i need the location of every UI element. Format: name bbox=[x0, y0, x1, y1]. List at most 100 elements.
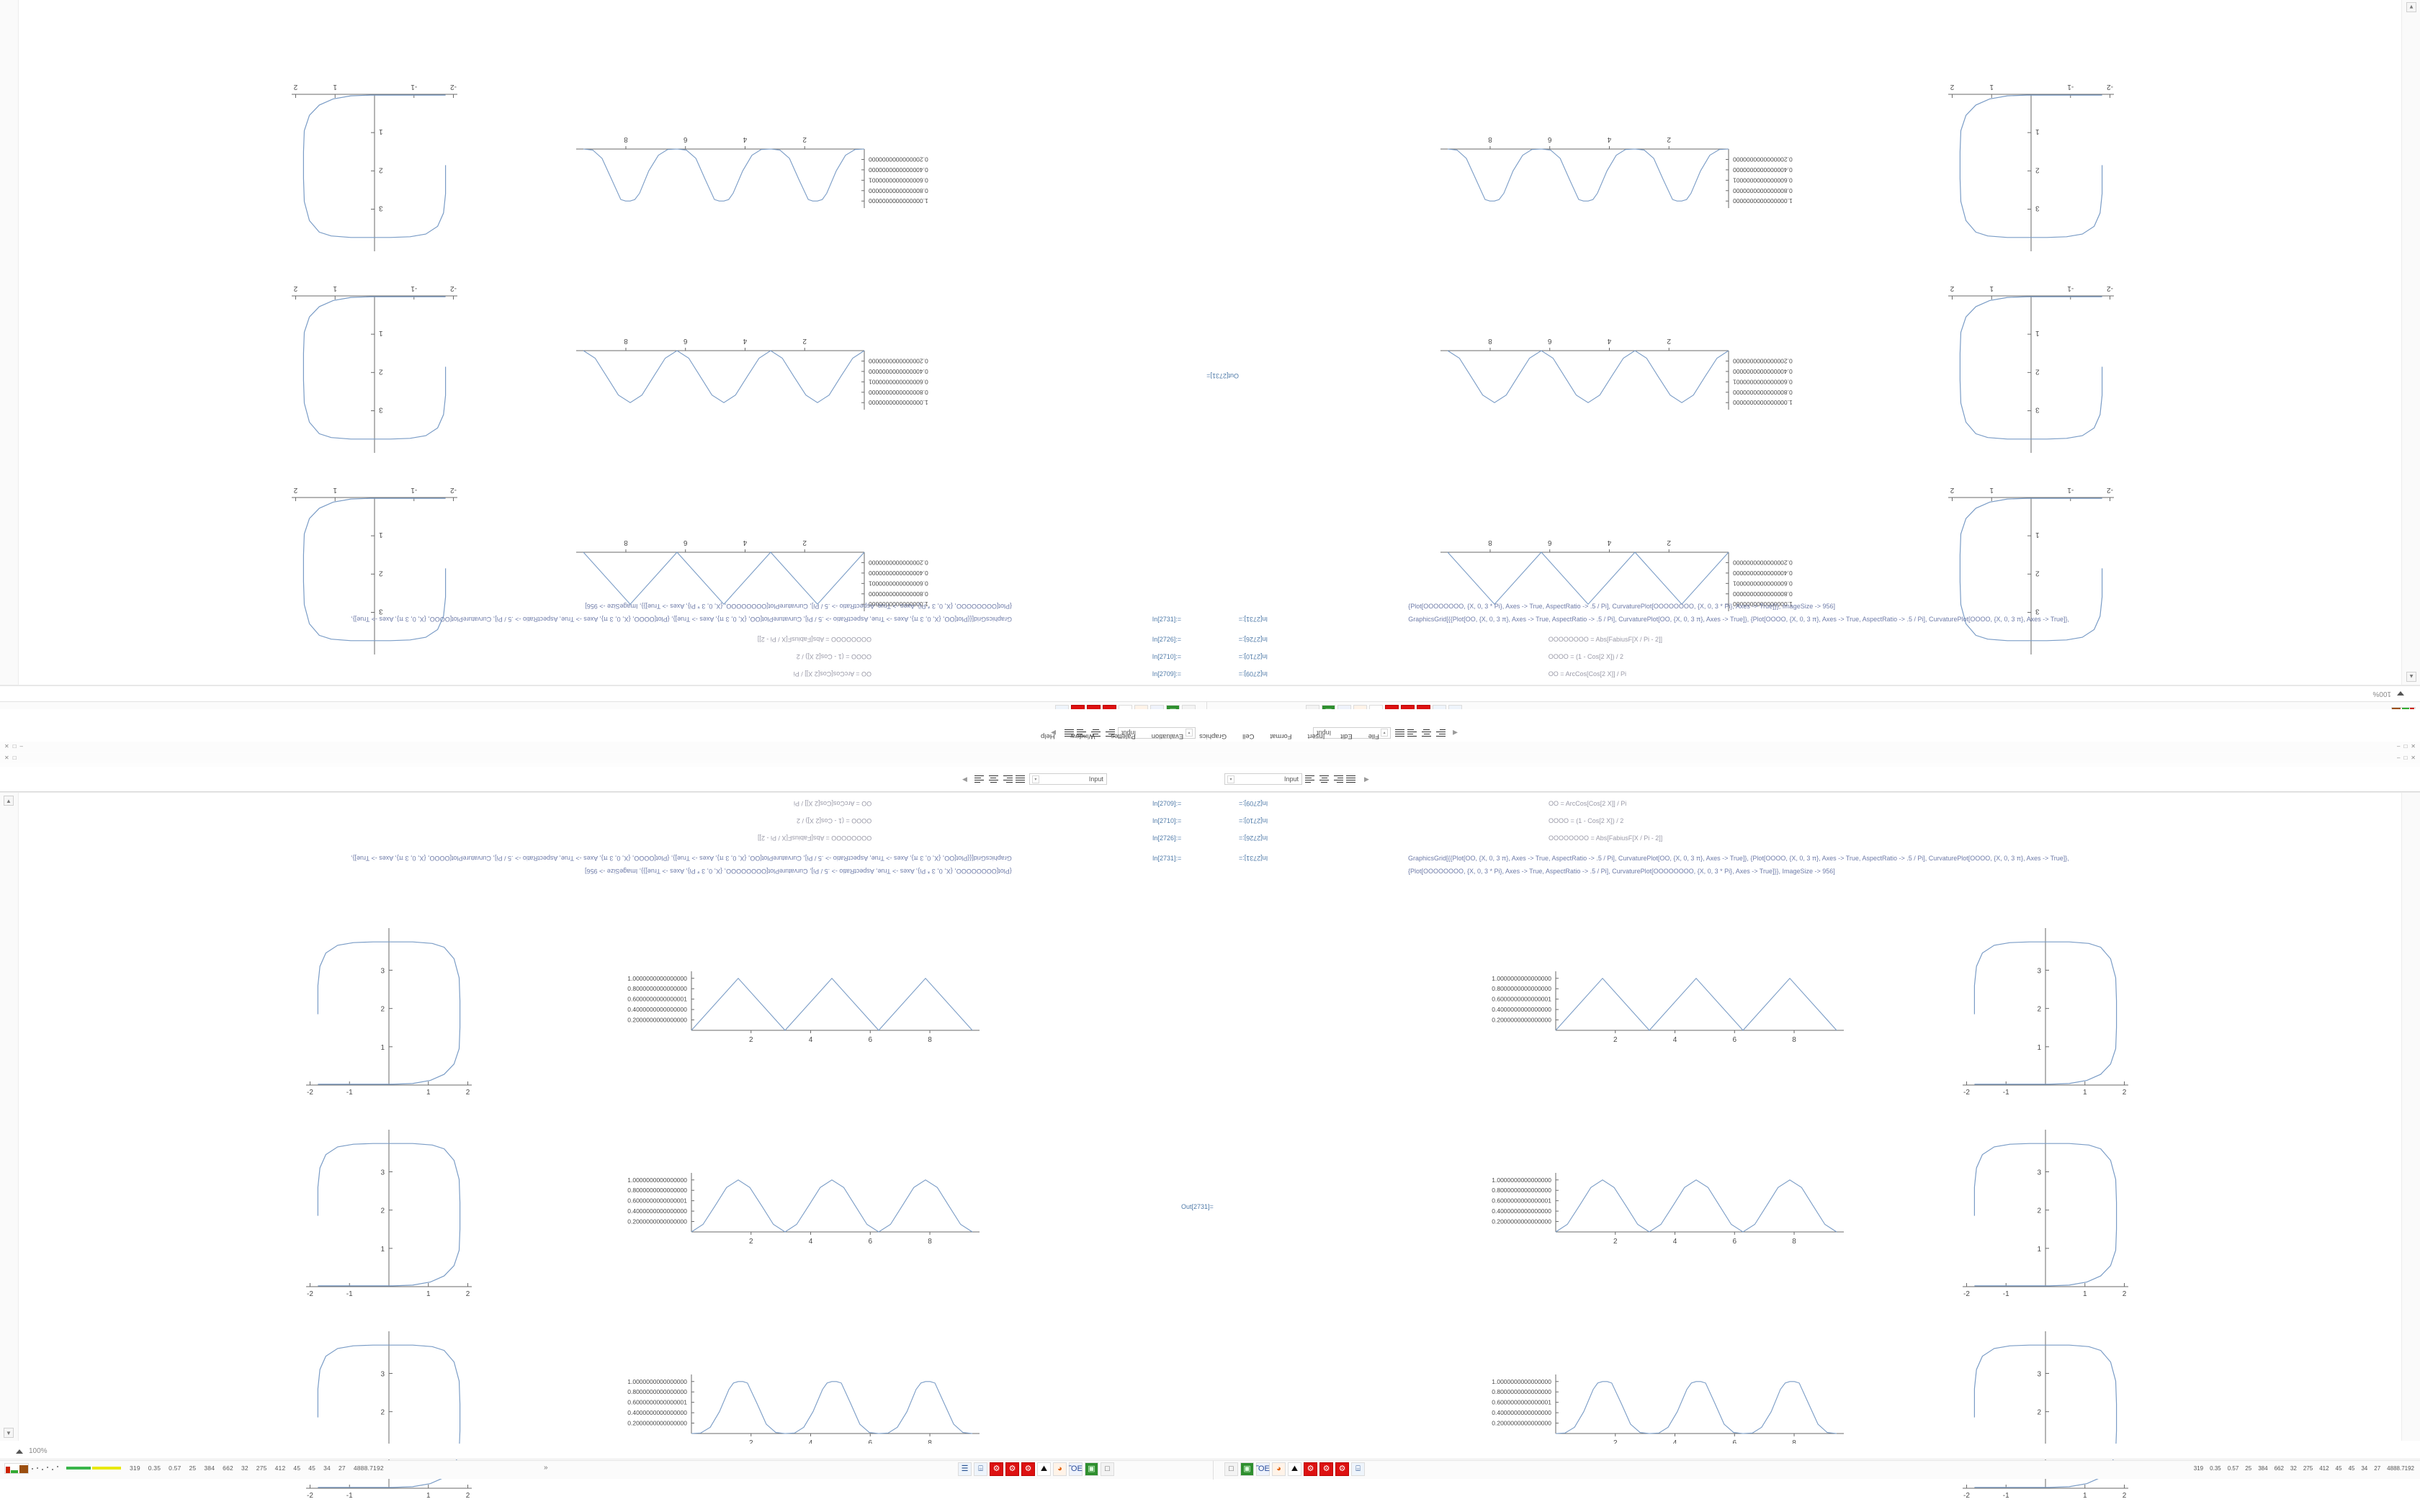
floppy-save-icon[interactable]: ὋE bbox=[1069, 1462, 1083, 1476]
triangle-up-icon-bottom[interactable] bbox=[16, 1449, 23, 1454]
curvature-plot-right-2[interactable]: -2 -1 1 2 1 2 3 bbox=[274, 70, 490, 264]
settings-gear-icon-1[interactable]: ⚙ bbox=[990, 1462, 1003, 1476]
disk-drive-icon[interactable]: ▣ bbox=[1085, 1462, 1098, 1476]
menu-item-graphics[interactable]: Graphics bbox=[1199, 732, 1227, 741]
code-line-2[interactable]: OOOOOOOO = Abs[FabiusF[X / Pi - 2]] bbox=[1549, 834, 1663, 842]
settings-gear-icon-1[interactable]: ⚙ bbox=[1335, 1462, 1349, 1476]
code-line-4[interactable]: {Plot[OOOOOOOO, {X, 0, 3 * Pi}, Axes -> … bbox=[1408, 868, 1835, 875]
curvature-plot-left-2[interactable]: -2 -1 1 2 1 2 3 bbox=[274, 1318, 490, 1512]
maximize-icon-r[interactable]: □ bbox=[2403, 755, 2408, 761]
function-plot-b-0[interactable]: 2 4 6 8 1.0000000000000000 0.8000000000000… bbox=[1469, 966, 1844, 1052]
chevron-up-icon-bottom[interactable]: » bbox=[544, 1464, 548, 1472]
window-controls-right-mirror[interactable]: – □ ✕ bbox=[2397, 743, 2416, 750]
curvature-plot-left-1[interactable]: -2 -1 1 2 1 2 3 bbox=[1930, 271, 2146, 466]
align-left-button[interactable] bbox=[974, 774, 985, 785]
caret-down-icon-2[interactable]: ▾ bbox=[1227, 775, 1234, 783]
window-controls-left-mirror[interactable]: ✕ □ – bbox=[4, 743, 23, 750]
menu-item-format[interactable]: Format bbox=[1270, 732, 1292, 741]
maximize-icon-r-mirror[interactable]: □ bbox=[2403, 743, 2408, 750]
mountain-photo-icon[interactable]: ⛰ bbox=[1037, 1462, 1051, 1476]
settings-gear-icon-3[interactable]: ⚙ bbox=[1304, 1462, 1317, 1476]
function-plot-a-0[interactable]: 2 4 6 8 1.0000000000000000 0.8000000000000… bbox=[1440, 531, 1815, 617]
firefox-icon[interactable]: ◕ bbox=[1272, 1462, 1286, 1476]
code-line-mirror-4[interactable]: {Plot[OOOOOOOO, {X, 0, 3 * Pi}, Axes -> … bbox=[585, 868, 1012, 875]
close-icon[interactable]: ✕ bbox=[4, 755, 9, 761]
function-plot-b-0[interactable]: 2 4 6 8 1.0000000000000000 0.8000000000000… bbox=[576, 531, 951, 617]
function-plot-a-2[interactable]: 2 4 6 8 1.0000000000000000 0.8000000000000… bbox=[605, 1369, 980, 1455]
function-plot-a-0[interactable]: 2 4 6 8 1.0000000000000000 0.8000000000000… bbox=[605, 966, 980, 1052]
code-line-4[interactable]: {Plot[OOOOOOOO, {X, 0, 3 * Pi}, Axes -> … bbox=[585, 603, 1012, 610]
scroll-up-button[interactable]: ▲ bbox=[4, 796, 14, 806]
code-line-0[interactable]: OO = ArcCos[Cos[2 X]] / Pi bbox=[1549, 800, 1627, 807]
scroll-down-button-top[interactable]: ▼ bbox=[2406, 2, 2416, 12]
settings-gear-icon-2[interactable]: ⚙ bbox=[1319, 1462, 1333, 1476]
style-dropdown-2[interactable]: ▾ Input bbox=[1224, 773, 1302, 785]
floppy-save-icon[interactable]: ὋE bbox=[1256, 1462, 1270, 1476]
code-line-mirror-0[interactable]: OO = ArcCos[Cos[2 X]] / Pi bbox=[793, 800, 871, 807]
curvature-plot-right-1[interactable]: -2 -1 1 2 1 2 3 bbox=[274, 271, 490, 466]
calculator-icon[interactable]: ⌸ bbox=[1351, 1462, 1365, 1476]
caret-down-icon[interactable]: ▾ bbox=[1031, 775, 1039, 783]
menu-item-insert[interactable]: Insert bbox=[1307, 732, 1325, 741]
code-line-3[interactable]: GraphicsGrid[{{Plot[OO, {X, 0, 3 π}, Axe… bbox=[1408, 855, 2069, 862]
code-line-mirror-1[interactable]: OOOO = (1 - Cos[2 X]) / 2 bbox=[796, 817, 871, 824]
curvature-plot-right-0[interactable]: -2 -1 1 2 1 2 3 bbox=[1930, 915, 2146, 1110]
maximize-icon[interactable]: □ bbox=[12, 755, 17, 761]
disk-drive-icon[interactable]: ▣ bbox=[1240, 1462, 1254, 1476]
curvature-plot-left-1[interactable]: -2 -1 1 2 1 2 3 bbox=[274, 1117, 490, 1311]
curvature-plot-right-2[interactable]: -2 -1 1 2 1 2 3 bbox=[1930, 1318, 2146, 1512]
curvature-plot-left-0[interactable]: -2 -1 1 2 1 2 3 bbox=[1930, 473, 2146, 667]
code-line-0[interactable]: OO = ArcCos[Cos[2 X]] / Pi bbox=[793, 670, 871, 678]
minimize-icon-r[interactable]: – bbox=[2397, 755, 2401, 761]
minimize-icon-r-mirror[interactable]: – bbox=[2397, 743, 2401, 750]
taskbar-tray-left-bottom[interactable]: ☰ ⌸ ⚙ ⚙ ⚙ ⛰ ◕ ὋE ▣ □ bbox=[958, 1462, 1114, 1476]
function-plot-a-2[interactable]: 2 4 6 8 1.0000000000000000 0.8000000000000… bbox=[1440, 127, 1815, 214]
menu-item-evaluation[interactable]: Evaluation bbox=[1151, 732, 1184, 741]
terminal-icon[interactable]: ☰ bbox=[958, 1462, 972, 1476]
align-left-button-2[interactable] bbox=[1305, 774, 1316, 785]
window-controls-left[interactable]: ✕ □ bbox=[4, 755, 17, 761]
menu-item-palettes[interactable]: Palettes bbox=[1111, 732, 1136, 741]
close-icon-mirror[interactable]: ✕ bbox=[4, 743, 9, 750]
menu-item-edit[interactable]: Edit bbox=[1340, 732, 1353, 741]
code-line-mirror-0[interactable]: OO = ArcCos[Cos[2 X]] / Pi bbox=[1549, 670, 1627, 678]
toolbar-left-arrow[interactable]: ◀ bbox=[962, 775, 967, 783]
align-justify-button[interactable] bbox=[1015, 774, 1026, 785]
code-line-2[interactable]: OOOOOOOO = Abs[FabiusF[X / Pi - 2]] bbox=[757, 636, 871, 643]
close-icon-r-mirror[interactable]: ✕ bbox=[2411, 743, 2416, 750]
code-line-1[interactable]: OOOO = (1 - Cos[2 X]) / 2 bbox=[796, 653, 871, 660]
code-line-mirror-2[interactable]: OOOOOOOO = Abs[FabiusF[X / Pi - 2]] bbox=[1549, 636, 1663, 643]
code-line-mirror-2[interactable]: OOOOOOOO = Abs[FabiusF[X / Pi - 2]] bbox=[757, 834, 871, 842]
function-plot-b-1[interactable]: 2 4 6 8 1.0000000000000000 0.8000000000000… bbox=[576, 329, 951, 415]
settings-gear-icon-3[interactable]: ⚙ bbox=[1021, 1462, 1035, 1476]
menu-item-help[interactable]: Help bbox=[1041, 732, 1055, 741]
code-line-mirror-4[interactable]: {Plot[OOOOOOOO, {X, 0, 3 * Pi}, Axes -> … bbox=[1408, 603, 1835, 610]
calculator-icon[interactable]: ⌸ bbox=[974, 1462, 987, 1476]
camera-icon[interactable]: □ bbox=[1224, 1462, 1238, 1476]
minimize-icon-mirror[interactable]: – bbox=[19, 743, 23, 750]
function-plot-b-2[interactable]: 2 4 6 8 1.0000000000000000 0.8000000000000… bbox=[576, 127, 951, 214]
align-center-button[interactable] bbox=[988, 774, 999, 785]
style-dropdown[interactable]: ▾ Input bbox=[1028, 773, 1107, 785]
function-plot-a-1[interactable]: 2 4 6 8 1.0000000000000000 0.8000000000000… bbox=[605, 1167, 980, 1254]
function-plot-b-2[interactable]: 2 4 6 8 1.0000000000000000 0.8000000000000… bbox=[1469, 1369, 1844, 1455]
scroll-up-button-top[interactable]: ▲ bbox=[2406, 672, 2416, 682]
curvature-plot-right-0[interactable]: -2 -1 1 2 1 2 3 bbox=[274, 473, 490, 667]
curvature-plot-left-2[interactable]: -2 -1 1 2 1 2 3 bbox=[1930, 70, 2146, 264]
taskbar-tray-right-bottom[interactable]: □ ▣ ὋE ◕ ⛰ ⚙ ⚙ ⚙ ⌸ bbox=[1224, 1462, 1365, 1476]
align-justify-button-2[interactable] bbox=[1346, 774, 1357, 785]
code-line-mirror-3[interactable]: GraphicsGrid[{{Plot[OO, {X, 0, 3 π}, Axe… bbox=[1408, 616, 2069, 623]
window-controls-right[interactable]: – □ ✕ bbox=[2397, 755, 2416, 761]
settings-gear-icon-2[interactable]: ⚙ bbox=[1005, 1462, 1019, 1476]
maximize-icon-mirror[interactable]: □ bbox=[12, 743, 17, 750]
function-plot-b-1[interactable]: 2 4 6 8 1.0000000000000000 0.8000000000000… bbox=[1469, 1167, 1844, 1254]
scroll-down-button[interactable]: ▼ bbox=[4, 1428, 14, 1438]
mountain-photo-icon[interactable]: ⛰ bbox=[1288, 1462, 1301, 1476]
code-line-1[interactable]: OOOO = (1 - Cos[2 X]) / 2 bbox=[1549, 817, 1624, 824]
triangle-down-icon-top[interactable] bbox=[2397, 691, 2404, 696]
code-line-3[interactable]: GraphicsGrid[{{Plot[OO, {X, 0, 3 π}, Axe… bbox=[351, 616, 1012, 623]
align-right-button[interactable] bbox=[1002, 774, 1013, 785]
code-line-mirror-1[interactable]: OOOO = (1 - Cos[2 X]) / 2 bbox=[1549, 653, 1624, 660]
menu-item-window[interactable]: Window bbox=[1070, 732, 1095, 741]
curvature-plot-right-1[interactable]: -2 -1 1 2 1 2 3 bbox=[1930, 1117, 2146, 1311]
